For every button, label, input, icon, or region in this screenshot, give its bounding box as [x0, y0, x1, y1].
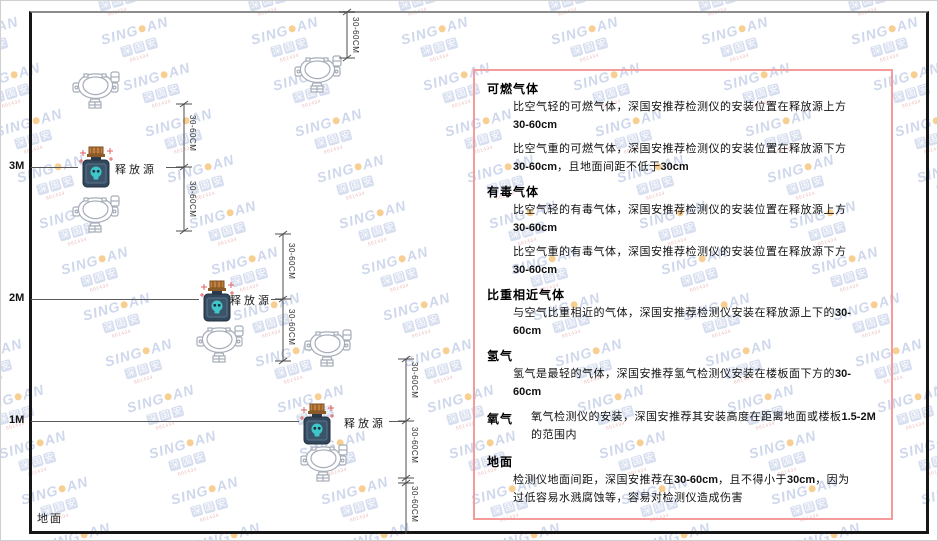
- dimension-line: [176, 100, 192, 235]
- dimension-line: [398, 355, 414, 534]
- release-source-label: 释放源: [230, 295, 272, 307]
- section-heading: 比重相近气体: [487, 288, 566, 302]
- section-paragraph: 比空气重的有毒气体，深国安推荐检测仪的安装位置在释放源下方30-60cm: [513, 246, 847, 276]
- section-paragraph: 氧气检测仪的安装，深国安推荐其安装高度在距离地面或楼板1.5-2M的范围内: [531, 411, 876, 441]
- watermark-red-text: 661434: [1, 321, 8, 340]
- gas-detector-icon: [300, 444, 348, 482]
- dimension-label: 30-60CM: [351, 17, 360, 54]
- section-heading: 有毒气体: [487, 185, 540, 199]
- height-line-2m: [31, 299, 199, 300]
- watermark-sub: 深国安: [1, 304, 7, 336]
- section-paragraph: 检测仪地面间距，深国安推荐在30-60cm，且不得小于30cm，因为过低容易水溅…: [513, 474, 850, 504]
- height-line-3m: [31, 167, 78, 168]
- panel-content: 可燃气体比空气轻的可燃气体，深国安推荐检测仪的安装位置在释放源上方30-60cm…: [487, 80, 879, 507]
- watermark-red-text: 661434: [1, 1, 4, 18]
- watermark-sub: 深国安: [510, 534, 566, 540]
- panel-section: 有毒气体比空气轻的有毒气体，深国安推荐检测仪的安装位置在释放源上方30-60cm…: [487, 183, 879, 279]
- logo-dot-icon: [932, 116, 937, 126]
- panel-section: 氢气氢气是最轻的气体，深国安推荐氢气检测仪安装在楼板面下方的30-60cm: [487, 347, 879, 401]
- gas-detector-icon: [304, 329, 352, 367]
- panel-section: 比重相近气体与空气比重相近的气体，深国安推荐检测仪安装在释放源上下的30-60c…: [487, 286, 879, 340]
- panel-section: 氧气 氧气检测仪的安装，深国安推荐其安装高度在距离地面或楼板1.5-2M的范围内: [487, 408, 879, 451]
- watermark-red-text: 661434: [0, 374, 4, 386]
- panel-section: 可燃气体比空气轻的可燃气体，深国安推荐检测仪的安装位置在释放源上方30-60cm…: [487, 80, 879, 176]
- logo-dot-icon: [0, 347, 1, 356]
- watermark-sub: 深国安: [660, 534, 716, 540]
- watermark-sub: 深国安: [1, 1, 3, 14]
- room-frame: [29, 11, 929, 534]
- release-source-label: 释放源: [115, 164, 157, 176]
- dimension-label: 30-60CM: [188, 181, 197, 218]
- section-heading: 氧气: [487, 412, 514, 426]
- section-heading: 氢气: [487, 349, 514, 363]
- watermark-sub: 深国安: [810, 534, 866, 540]
- dimension-label: 30-60CM: [410, 427, 419, 464]
- gas-detector-icon: [72, 195, 120, 233]
- section-heading: 地面: [487, 455, 514, 469]
- gas-detector-icon: [196, 325, 244, 363]
- height-label-1m: 1M: [9, 414, 25, 426]
- section-paragraph: 比空气轻的可燃气体，深国安推荐检测仪的安装位置在释放源上方30-60cm: [513, 101, 847, 131]
- ground-label: 地面: [37, 513, 63, 525]
- watermark-sub: 深国安: [210, 534, 266, 540]
- section-heading: 可燃气体: [487, 82, 540, 96]
- dimension-label: 30-60CM: [188, 115, 197, 152]
- watermark-sub: 深国安: [934, 166, 937, 198]
- dimension-line: [275, 230, 291, 365]
- dimension-label: 30-60CM: [410, 486, 419, 523]
- section-paragraph: 比空气重的可燃气体，深国安推荐检测仪的安装位置在释放源下方30-60cm，且地面…: [513, 143, 847, 173]
- section-paragraph: 与空气比重相近的气体，深国安推荐检测仪安装在释放源上下的30-60cm: [513, 307, 851, 337]
- panel-section: 地面检测仪地面间距，深国安推荐在30-60cm，且不得小于30cm，因为过低容易…: [487, 453, 879, 507]
- watermark-sub: 深国安: [1, 28, 25, 60]
- release-source-icon: [299, 403, 335, 445]
- release-source-label: 释放源: [344, 418, 386, 430]
- release-source-icon: [78, 146, 114, 188]
- gas-detector-icon: [72, 71, 120, 109]
- leader-line-1m: [389, 421, 406, 422]
- dimension-label: 30-60CM: [287, 309, 296, 346]
- gas-detector-icon: [294, 55, 342, 93]
- section-paragraph: 氢气是最轻的气体，深国安推荐氢气检测仪安装在楼板面下方的30-60cm: [513, 368, 851, 398]
- dimension-label: 30-60CM: [410, 362, 419, 399]
- watermark-sub: 深国安: [60, 534, 116, 540]
- leader-line-3m: [166, 167, 184, 168]
- guideline-panel: 可燃气体比空气轻的可燃气体，深国安推荐检测仪的安装位置在释放源上方30-60cm…: [473, 69, 893, 520]
- dimension-label: 30-60CM: [287, 243, 296, 280]
- height-label-2m: 2M: [9, 292, 25, 304]
- watermark-red-text: 661434: [1, 45, 26, 64]
- watermark-sub: 深国安: [0, 358, 13, 373]
- section-paragraph: 比空气轻的有毒气体，深国安推荐检测仪的安装位置在释放源上方30-60cm: [513, 204, 847, 234]
- logo-dot-icon: [14, 392, 23, 402]
- dimension-line: [339, 8, 355, 62]
- height-label-3m: 3M: [9, 160, 25, 172]
- height-line-1m: [31, 421, 299, 422]
- logo-dot-icon: [10, 70, 19, 80]
